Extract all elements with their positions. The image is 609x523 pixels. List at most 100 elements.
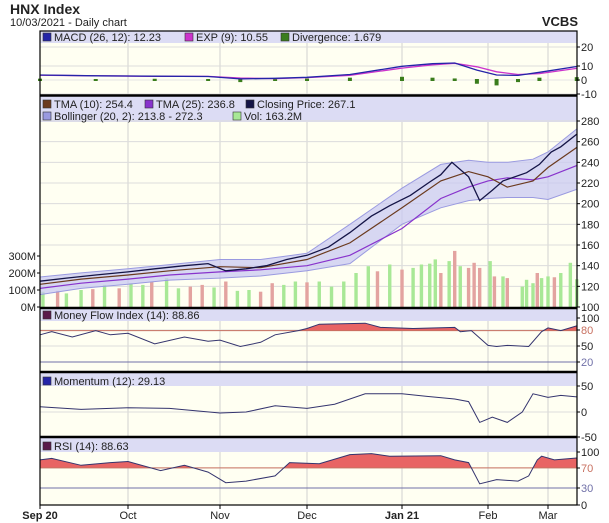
panel-price-legend-band: [40, 96, 577, 122]
volume-bar: [117, 288, 121, 307]
y-tick-label: 180: [581, 219, 599, 231]
y-tick-label: 140: [581, 261, 599, 273]
volume-bar: [258, 291, 263, 307]
volume-bar: [317, 281, 321, 307]
bollinger-upper-line: [39, 128, 578, 278]
panel-rsi-legend-band: [40, 438, 577, 452]
y-tick-label: 280: [581, 116, 599, 128]
y-tick-label: 50: [581, 341, 593, 353]
y-tick-label: 100: [581, 447, 599, 459]
y-tick-label: -50: [581, 432, 597, 444]
divergence-bar: [273, 78, 278, 81]
x-tick-label: Jan 21: [385, 510, 419, 522]
legend-label: Bollinger (20, 2): 213.8 - 272.3: [54, 111, 203, 123]
volume-bar: [559, 273, 563, 307]
volume-bar: [488, 261, 492, 307]
volume-bar: [55, 290, 60, 307]
plot-frame: [39, 30, 578, 506]
volume-bar: [188, 286, 193, 307]
volume-bar: [164, 278, 169, 307]
volume-bar: [419, 264, 424, 307]
volume-bar: [546, 276, 550, 307]
legend-swatch: [280, 32, 290, 42]
volume-bar: [200, 284, 204, 307]
closing-price-line: [39, 133, 578, 282]
divergence-bar: [474, 79, 479, 84]
divergence-bar: [494, 79, 499, 86]
volume-bar: [472, 262, 476, 307]
volume-bar: [505, 278, 509, 307]
volume-bar: [477, 267, 482, 307]
legend-swatch: [184, 32, 194, 42]
x-tick-label: Feb: [479, 510, 498, 522]
legend-label: TMA (25): 236.8: [156, 99, 235, 111]
y-tick-label: 260: [581, 137, 599, 149]
divergence-bar: [516, 79, 520, 83]
legend-label: Vol: 163.2M: [244, 111, 302, 123]
legend-label: Money Flow Index (14): 88.86: [54, 310, 200, 322]
volume-tick-label: 0M: [21, 302, 36, 314]
x-tick-label: Mar: [539, 510, 558, 522]
chart-subtitle: 10/03/2021 - Daily chart: [10, 17, 127, 29]
mfi-line: [39, 322, 577, 348]
divergence-bar: [400, 76, 404, 81]
legend-label: RSI (14): 88.63: [54, 441, 129, 453]
y-tick-label: 20: [581, 42, 593, 54]
divergence-bar: [305, 78, 309, 81]
volume-bar: [91, 289, 95, 307]
brand-label: VCBS: [542, 14, 578, 29]
volume-bar: [433, 259, 437, 307]
y-tick-label: 10: [581, 61, 593, 73]
panel-momentum-legend-band: [40, 373, 577, 386]
legend-swatch: [232, 111, 242, 121]
x-tick-label: Dec: [297, 510, 317, 522]
legend-swatch: [42, 111, 52, 121]
y-tick-label: 240: [581, 157, 599, 169]
volume-bar: [568, 262, 573, 307]
legend-label: EXP (9): 10.55: [196, 32, 268, 44]
volume-bar: [141, 284, 145, 307]
volume-bar: [520, 286, 524, 307]
rsi-overbought-fill: [40, 453, 577, 468]
volume-bar: [224, 281, 228, 307]
panel-mfi-legend-band: [40, 309, 577, 321]
legend-label: TMA (10): 254.4: [54, 99, 133, 111]
volume-bar: [501, 276, 505, 307]
volume-bar: [492, 276, 497, 307]
volume-bar: [102, 284, 107, 307]
y-tick-label: 100: [581, 302, 599, 314]
y-tick-label: 70: [581, 463, 593, 475]
volume-bar: [129, 283, 133, 307]
volume-bar: [439, 273, 443, 307]
tma25-line: [39, 165, 577, 289]
volume-bar: [150, 281, 154, 307]
y-tick-label: 200: [581, 199, 599, 211]
y-tick-label: 50: [581, 381, 593, 393]
x-tick-label: Oct: [119, 510, 136, 522]
volume-bar: [235, 290, 240, 307]
volume-bar: [41, 291, 45, 307]
legend-swatch: [42, 99, 52, 109]
divergence-bar: [347, 77, 352, 81]
x-tick-label: Nov: [210, 510, 230, 522]
volume-bar: [270, 283, 274, 307]
divergence-bar: [238, 79, 243, 83]
legend-label: Closing Price: 267.1: [257, 99, 355, 111]
y-tick-label: 0: [581, 500, 587, 512]
volume-bar: [354, 273, 358, 307]
volume-bar: [524, 279, 529, 307]
y-tick-label: 20: [581, 357, 593, 369]
volume-tick-label: 200M: [8, 268, 36, 280]
divergence-bar: [537, 77, 542, 81]
legend-label: MACD (26, 12): 12.23: [54, 32, 161, 44]
bollinger-band: [40, 129, 577, 295]
volume-bar: [342, 281, 346, 307]
macd-line: [39, 62, 577, 80]
y-tick-label: 0: [581, 75, 587, 87]
volume-bar: [293, 281, 298, 307]
y-tick-label: -10: [581, 89, 597, 101]
divergence-bar: [430, 77, 435, 81]
volume-bar: [366, 266, 370, 307]
legend-label: Divergence: 1.679: [292, 32, 381, 44]
